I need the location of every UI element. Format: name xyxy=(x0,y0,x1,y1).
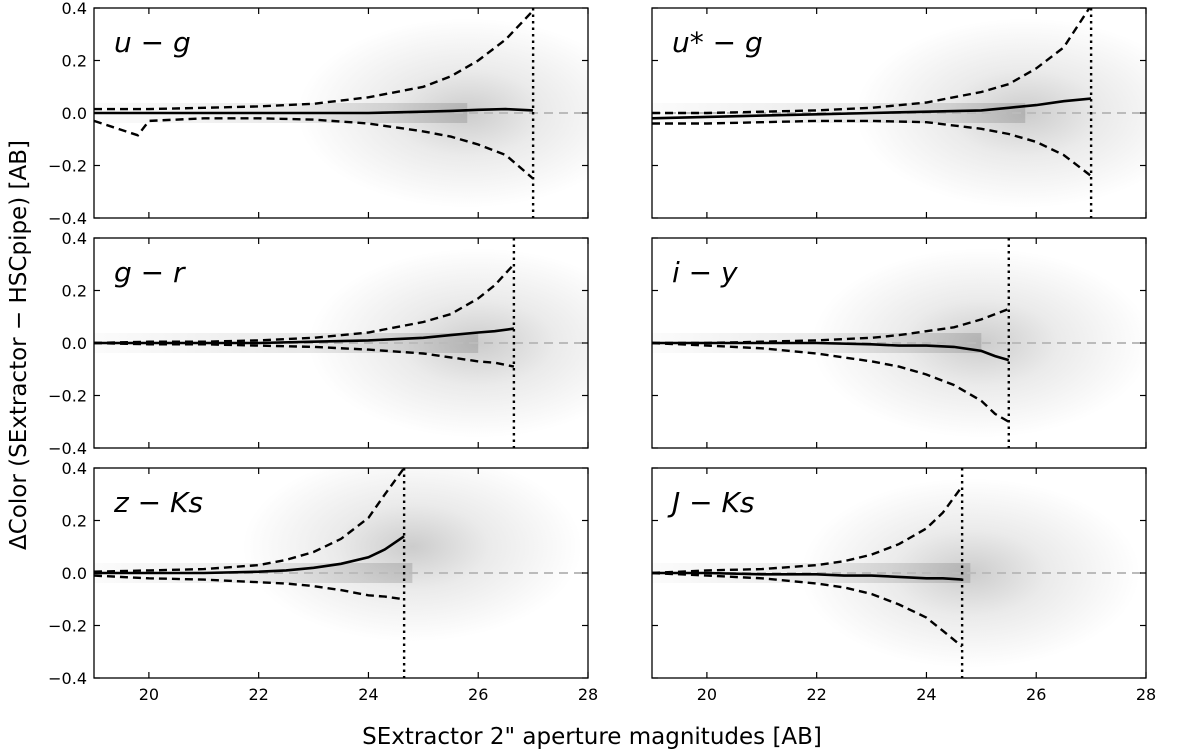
x-tick-label: 22 xyxy=(806,685,826,704)
lower-bound-line xyxy=(652,571,963,648)
panel-label: u* − g xyxy=(672,26,763,59)
panel-grid: −0.4 −0.2 0.0 0.2 0.4 u − g u* − g −0.4 −0.2 0.0 0… xyxy=(48,0,1156,704)
upper-bound-line xyxy=(94,9,534,111)
y-tick-label: 0.2 xyxy=(62,512,87,531)
panel-6: 20 22 24 26 28 J − Ks xyxy=(651,467,1156,704)
panel-2: u* − g xyxy=(651,7,1147,222)
panel-label: i − y xyxy=(672,256,738,289)
y-axis-title: ΔColor (SExtractor − HSCpipe) [AB] xyxy=(6,140,32,550)
x-tick-label: 24 xyxy=(916,685,936,704)
y-tick-label: 0.4 xyxy=(62,459,87,478)
x-tick-label: 28 xyxy=(578,685,598,704)
upper-bound-line xyxy=(94,468,406,573)
y-tick-label: 0.0 xyxy=(62,104,87,123)
x-tick-label: 26 xyxy=(468,685,488,704)
y-tick-label: −0.2 xyxy=(48,157,87,176)
y-tick-label: −0.2 xyxy=(48,387,87,406)
panel-label: J − Ks xyxy=(667,486,754,519)
density-layer xyxy=(94,468,583,642)
y-tick-label: −0.4 xyxy=(48,209,87,228)
y-tick-label: 0.2 xyxy=(62,282,87,301)
upper-bound-line xyxy=(94,263,515,345)
lower-bound-line xyxy=(652,119,1092,177)
x-tick-label: 20 xyxy=(697,685,717,704)
median-line xyxy=(94,535,405,575)
lower-bound-line xyxy=(94,574,405,601)
panel-3: −0.4 −0.2 0.0 0.2 0.4 g − r xyxy=(48,229,589,458)
panel-5: −0.4 −0.2 0.0 0.2 0.4 20 22 24 26 28 z − Ks xyxy=(48,459,598,704)
x-axis-title: SExtractor 2" aperture magnitudes [AB] xyxy=(362,724,822,750)
lower-bound-line xyxy=(652,341,1010,423)
panel-4: i − y xyxy=(651,237,1147,452)
panel-label: z − Ks xyxy=(113,486,203,519)
panel-1: −0.4 −0.2 0.0 0.2 0.4 u − g xyxy=(48,0,589,228)
y-tick-label: 0.2 xyxy=(62,52,87,71)
x-tick-label: 20 xyxy=(139,685,159,704)
y-tick-label: −0.2 xyxy=(48,617,87,636)
density-blob xyxy=(242,468,583,642)
y-tick-label: −0.4 xyxy=(48,439,87,458)
panel-label: g − r xyxy=(114,256,186,289)
x-tick-label: 22 xyxy=(248,685,268,704)
y-tick-label: 0.0 xyxy=(62,334,87,353)
y-tick-label: 0.4 xyxy=(62,229,87,248)
y-tick-label: 0.4 xyxy=(62,0,87,18)
x-tick-label: 28 xyxy=(1136,685,1156,704)
median-line xyxy=(652,97,1092,120)
lower-bound-line xyxy=(94,341,515,368)
x-tick-label: 24 xyxy=(358,685,378,704)
median-line xyxy=(94,107,534,115)
y-tick-label: 0.0 xyxy=(62,564,87,583)
median-line xyxy=(652,571,963,581)
panel-label: u − g xyxy=(114,26,191,59)
median-line xyxy=(94,327,515,345)
upper-bound-line xyxy=(652,8,1091,115)
upper-bound-line xyxy=(652,485,964,575)
upper-bound-line xyxy=(652,307,1010,345)
y-tick-label: −0.4 xyxy=(48,669,87,688)
x-tick-label: 26 xyxy=(1026,685,1046,704)
density-layer xyxy=(94,248,588,438)
